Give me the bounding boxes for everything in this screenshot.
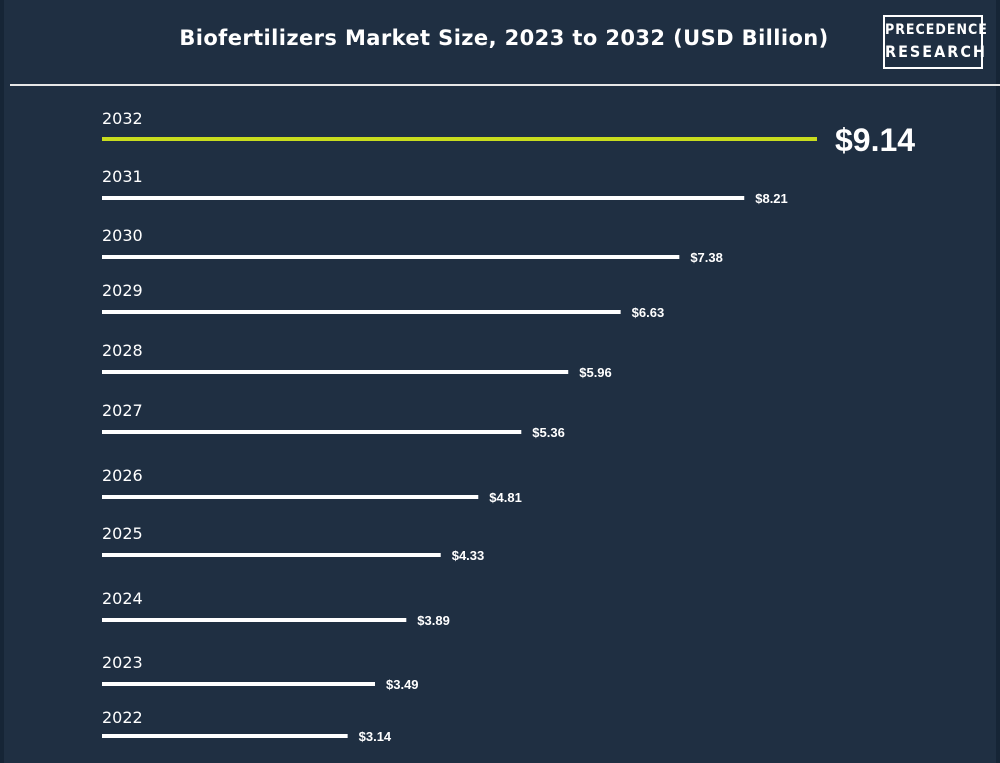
- category-label: 2025: [102, 524, 143, 543]
- category-label: 2029: [102, 281, 143, 300]
- value-label: $3.49: [386, 677, 419, 692]
- category-label: 2030: [102, 226, 143, 245]
- value-label: $8.21: [755, 191, 788, 206]
- value-label: $5.96: [579, 365, 612, 380]
- header-divider: [10, 84, 1000, 86]
- bar: [102, 734, 348, 738]
- logo-line-1: PRECEDENCE: [885, 22, 988, 38]
- category-label: 2031: [102, 167, 143, 186]
- bar: [102, 196, 745, 200]
- bar-chart: 2032 $9.14 2031 $8.21 2030 $7.38 2029 $6.63 2028…: [102, 109, 915, 744]
- value-label: $3.89: [417, 613, 450, 628]
- value-label: $3.14: [359, 729, 392, 744]
- bar: [102, 310, 621, 314]
- category-label: 2022: [102, 708, 143, 727]
- bar: [102, 495, 479, 499]
- category-label: 2023: [102, 653, 143, 672]
- bar: [102, 618, 407, 622]
- value-label: $6.63: [632, 305, 665, 320]
- bar: [102, 255, 680, 259]
- value-label: $4.33: [452, 548, 485, 563]
- bar: [102, 430, 522, 434]
- chart-title: Biofertilizers Market Size, 2023 to 2032…: [179, 26, 829, 50]
- category-label: 2026: [102, 466, 143, 485]
- logo-line-2: RESEARCH: [885, 42, 987, 61]
- value-label: $9.14: [835, 122, 915, 158]
- category-label: 2024: [102, 589, 143, 608]
- category-label: 2032: [102, 109, 143, 128]
- value-label: $5.36: [532, 425, 565, 440]
- category-label: 2028: [102, 341, 143, 360]
- bar: [102, 553, 441, 557]
- category-label: 2027: [102, 401, 143, 420]
- value-label: $4.81: [489, 490, 522, 505]
- bar: [102, 682, 376, 686]
- bar: [102, 370, 569, 374]
- precedence-research-logo: PRECEDENCE RESEARCH: [883, 15, 988, 69]
- bar: [102, 137, 817, 141]
- value-label: $7.38: [690, 250, 723, 265]
